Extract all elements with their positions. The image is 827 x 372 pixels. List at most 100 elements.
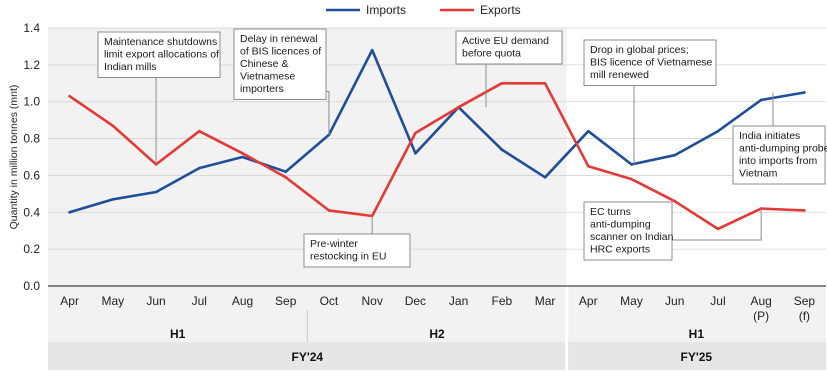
y-tick-label: 0.6 (23, 168, 40, 182)
annotation-box (583, 39, 717, 86)
annotation-box (233, 28, 327, 100)
annotation-text: HRC exports (590, 244, 650, 256)
x-tick-label: May (101, 294, 124, 308)
half-label: H2 (429, 327, 445, 341)
data-point-imports (197, 166, 201, 170)
x-tick-label: Dec (405, 294, 426, 308)
annotation-text: Pre-winter (310, 238, 358, 250)
half-label: H1 (170, 327, 186, 341)
annotation-text: importers (240, 83, 284, 95)
x-tick-sublabel: (P) (753, 309, 769, 323)
annotation-text: scanner on Indian (590, 231, 674, 243)
annotation-box (97, 31, 221, 78)
data-point-imports (370, 48, 374, 52)
data-point-imports (500, 148, 504, 151)
data-point-imports (284, 170, 288, 174)
years-band (48, 342, 826, 370)
data-point-exports (803, 209, 806, 212)
y-tick-label: 1.4 (23, 21, 40, 35)
data-point-imports (759, 98, 763, 102)
data-point-exports (543, 81, 547, 85)
annotation-text: Indian mills (104, 61, 157, 73)
annotation-text: mill renewed (590, 69, 649, 81)
annotation-leader (326, 91, 330, 135)
series-line-imports (68, 48, 806, 214)
series-lines (68, 48, 806, 231)
data-point-exports (327, 209, 331, 212)
x-tick-label: Sep (794, 294, 816, 308)
y-tick-label: 1.0 (23, 95, 40, 109)
x-tick-label: Apr (60, 294, 79, 308)
period-labels: H1 H2 H1 FY'24 FY'25 (170, 327, 712, 364)
y-axis-label: Quantity in million tonnes (mnt) (8, 85, 20, 230)
gridlines (48, 27, 826, 287)
data-point-exports (630, 177, 633, 181)
annotation-text: EC turns (590, 206, 631, 218)
data-point-imports (111, 198, 115, 201)
annotation: Drop in global prices;BIS licence of Vie… (583, 39, 717, 165)
x-tick-label: Oct (320, 294, 339, 308)
year-label: FY'25 (681, 350, 713, 364)
year-label: FY'24 (292, 350, 324, 364)
data-point-imports (630, 163, 633, 166)
data-point-exports (414, 131, 417, 135)
x-tick-label: Nov (361, 294, 382, 308)
annotation-text: Drop in global prices; (590, 44, 689, 56)
data-point-exports (500, 81, 504, 85)
annotation-text: of BIS licences of (240, 46, 321, 58)
x-tick-label: Mar (535, 294, 556, 308)
halves-band (48, 286, 826, 342)
data-point-imports (586, 129, 590, 133)
x-tick-label: Jul (710, 294, 725, 308)
data-point-imports (414, 152, 417, 155)
data-point-imports (803, 91, 806, 94)
annotation-box (303, 233, 411, 268)
annotation-text: into imports from (739, 155, 817, 167)
x-tick-label: Jan (449, 294, 468, 308)
annotation-text: Vietnam (739, 168, 778, 180)
data-point-imports (673, 153, 677, 157)
y-tick-label: 0.2 (23, 242, 40, 256)
data-point-exports (241, 152, 244, 155)
annotation-text: India initiates (739, 130, 800, 142)
annotation-text: BIS licence of Vietnamese (590, 57, 713, 69)
annotation-text: Active EU demand (462, 35, 549, 47)
data-point-exports (284, 175, 288, 179)
x-tick-label: Aug (750, 294, 771, 308)
data-point-imports (543, 175, 547, 179)
half-label: H1 (689, 327, 705, 341)
annotation-box (455, 30, 563, 65)
y-tick-label: 0.0 (23, 279, 40, 293)
annotation-text: Maintenance shutdowns (104, 36, 217, 48)
annotation-box (583, 201, 673, 261)
legend-label-exports: Exports (480, 3, 521, 17)
x-tick-label: May (620, 294, 643, 308)
x-axis-ticks: Apr May Jun Jul Aug Sep Oct Nov Dec Jan Feb Mar Apr M… (60, 294, 815, 323)
data-point-exports (68, 94, 71, 98)
y-axis-ticks: 0.0 0.2 0.4 0.6 0.8 1.0 1.2 1.4 (23, 21, 40, 293)
annotation-text: anti-dumping (590, 219, 651, 231)
x-tick-label: Jul (192, 294, 207, 308)
y-tick-label: 1.2 (23, 58, 40, 72)
data-point-imports (154, 190, 158, 194)
annotation-box (732, 125, 826, 185)
y-tick-label: 0.4 (23, 205, 40, 219)
data-point-exports (197, 129, 201, 133)
data-point-imports (68, 210, 71, 214)
data-point-exports (457, 105, 460, 109)
y-tick-label: 0.8 (23, 132, 40, 146)
data-point-imports (716, 129, 720, 133)
x-tick-label: Sep (275, 294, 297, 308)
annotation-text: before quota (462, 48, 521, 60)
legend-label-imports: Imports (366, 3, 406, 17)
x-tick-label: Apr (579, 294, 598, 308)
annotation-text: restocking in EU (310, 251, 386, 263)
annotation-text: Delay in renewal (240, 33, 318, 45)
